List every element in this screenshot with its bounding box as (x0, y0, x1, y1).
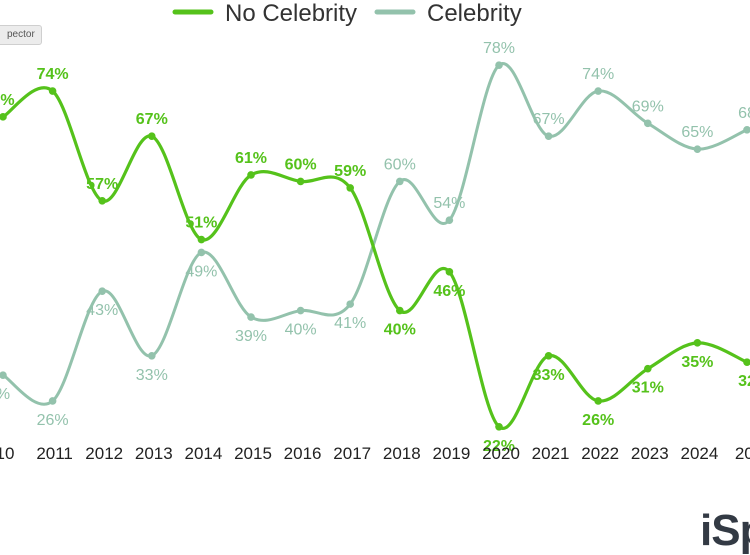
celebrity-point-2021 (544, 132, 553, 141)
no-celebrity-label-2023: 31% (632, 380, 664, 397)
no-celebrity-label-2010: 0% (0, 92, 15, 109)
celebrity-label-2017: 41% (334, 315, 366, 332)
no-celebrity-label-2012: 57% (86, 176, 118, 193)
x-tick-2018: 2018 (383, 444, 421, 463)
celebrity-label-2023: 69% (632, 98, 664, 115)
legend-label-no-celebrity[interactable]: No Celebrity (225, 0, 357, 27)
celebrity-point-2016 (296, 306, 305, 315)
celebrity-label-2025: 68 (738, 105, 750, 122)
brand-logo: iSp (700, 506, 750, 555)
no-celebrity-label-2015: 61% (235, 150, 267, 167)
x-tick-2015: 2015 (234, 444, 272, 463)
celebrity-point-2014 (197, 248, 206, 257)
x-tick-2021: 2021 (532, 444, 570, 463)
no-celebrity-point-2017 (346, 184, 355, 192)
no-celebrity-label-2018: 40% (384, 322, 416, 339)
no-celebrity-label-2013: 67% (136, 111, 168, 128)
x-tick-2019: 2019 (432, 444, 470, 463)
celebrity-label-2015: 39% (235, 328, 267, 345)
no-celebrity-point-2016 (296, 177, 305, 186)
no-celebrity-label-2014: 51% (185, 215, 217, 232)
celebrity-point-2025 (743, 125, 750, 134)
no-celebrity-point-2024 (693, 339, 702, 347)
celebrity-label-2016: 40% (285, 322, 317, 339)
no-celebrity-label-2019: 46% (433, 283, 465, 300)
celebrity-point-2024 (693, 145, 702, 153)
celebrity-label-2011: 26% (37, 412, 69, 429)
no-celebrity-point-2022 (594, 397, 602, 405)
celebrity-point-2013 (148, 351, 156, 360)
x-tick-2011: 2011 (36, 444, 73, 463)
legend: No Celebrity Celebrity (172, 0, 522, 27)
no-celebrity-label-2024: 35% (681, 354, 713, 371)
no-celebrity-label-2021: 33% (533, 367, 565, 384)
no-celebrity-line (1, 86, 749, 431)
no-celebrity-point-2023 (644, 364, 652, 373)
x-tick-2024: 2024 (680, 444, 718, 463)
no-celebrity-label-2016: 60% (285, 156, 317, 173)
no-celebrity-label-2025: 32 (738, 373, 750, 390)
x-tick-2016: 2016 (284, 444, 322, 463)
celebrity-point-2019 (445, 216, 454, 224)
no-celebrity-point-2015 (247, 171, 255, 179)
celebrity-label-2019: 54% (433, 195, 465, 212)
celebrity-label-2021: 67% (533, 111, 565, 128)
x-tick-2022: 2022 (581, 444, 619, 463)
celebrity-point-2015 (247, 313, 255, 321)
x-tick-2012: 2012 (85, 444, 123, 463)
celebrity-label-2020: 78% (483, 40, 515, 57)
x-tick-2010: 10 (0, 444, 14, 463)
no-celebrity-point-2014 (197, 235, 206, 244)
x-tick-2023: 2023 (631, 444, 669, 463)
celebrity-point-2020 (495, 61, 503, 69)
celebrity-point-2017 (346, 300, 355, 308)
no-celebrity-point-2019 (445, 268, 454, 276)
legend-label-celebrity[interactable]: Celebrity (427, 0, 522, 27)
x-tick-2020: 2020 (482, 444, 520, 463)
no-celebrity-point-2010 (0, 113, 7, 121)
celebrity-label-2018: 60% (384, 156, 416, 173)
data-label-layer: 0% 74% 57% 67% 51% 61% 60% 59% 40% 46% 22% 33% 26% 31… (0, 40, 750, 455)
celebrity-label-2010: % (0, 386, 10, 403)
no-celebrity-point-2021 (544, 351, 553, 360)
celebrity-point-2011 (48, 397, 57, 405)
celebrity-label-2024: 65% (681, 124, 713, 141)
no-celebrity-label-2022: 26% (582, 412, 614, 429)
no-celebrity-point-2018 (396, 306, 404, 315)
celebrity-label-2012: 43% (86, 302, 118, 319)
celebrity-point-2022 (594, 87, 602, 95)
celebrity-label-2022: 74% (582, 66, 614, 83)
celebrity-point-2023 (644, 119, 652, 128)
celebrity-label-2013: 33% (136, 367, 168, 384)
x-tick-2013: 2013 (135, 444, 173, 463)
no-celebrity-point-2013 (148, 132, 156, 141)
celebrity-label-2014: 49% (185, 263, 217, 280)
no-celebrity-point-2012 (98, 197, 106, 205)
x-tick-2017: 2017 (333, 444, 371, 463)
x-axis: 10 2011 2012 2013 2014 2015 2016 2017 2018 2019 20… (0, 444, 750, 463)
celebrity-point-2018 (396, 177, 404, 186)
no-celebrity-label-2017: 59% (334, 163, 366, 180)
celebrity-point-2012 (98, 287, 106, 296)
no-celebrity-point-2025 (743, 358, 750, 367)
x-tick-2014: 2014 (184, 444, 222, 463)
no-celebrity-label-2020: 22% (483, 438, 515, 455)
line-chart: No Celebrity Celebrity 0% 74% 57% 67% 51% 61% 6… (0, 0, 750, 463)
celebrity-point-2010 (0, 371, 7, 379)
no-celebrity-point-2011 (48, 87, 57, 95)
no-celebrity-point-2020 (495, 423, 503, 431)
no-celebrity-label-2011: 74% (37, 66, 69, 83)
inspector-tag[interactable]: pector (0, 25, 42, 45)
series-layer (0, 61, 750, 431)
x-tick-2025: 202 (735, 444, 750, 463)
